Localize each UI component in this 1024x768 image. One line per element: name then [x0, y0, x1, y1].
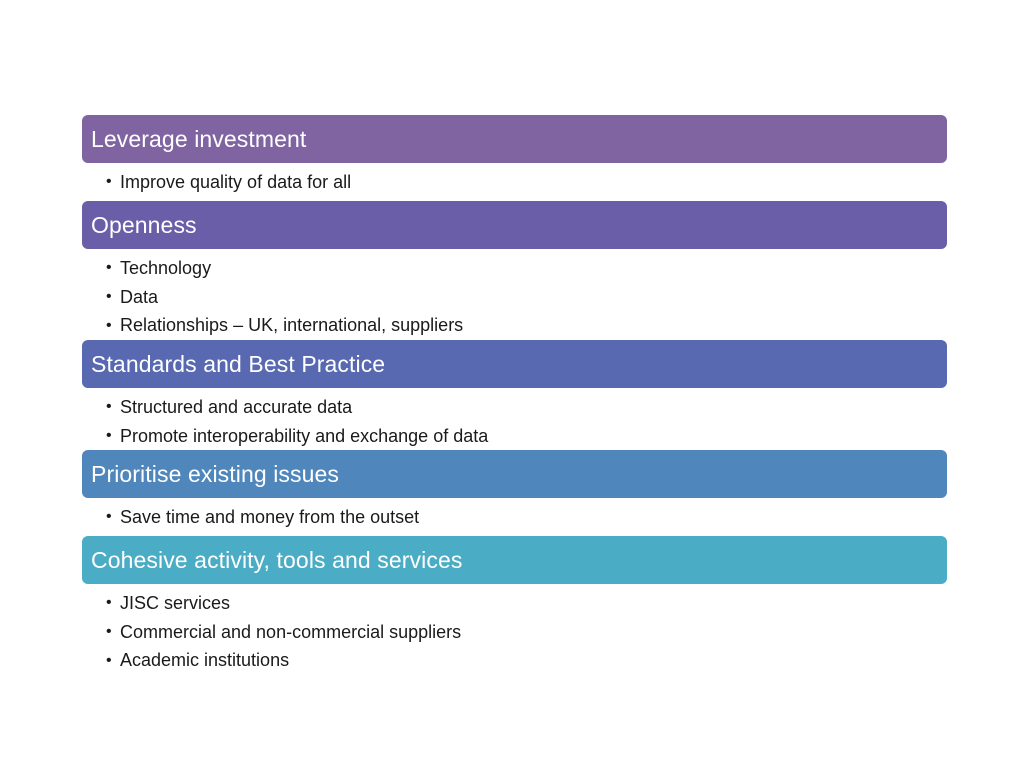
bullet-text: Structured and accurate data — [120, 396, 353, 417]
bullet-list: • JISC services • Commercial and non-com… — [82, 584, 947, 675]
bullet-item: • Promote interoperability and exchange … — [106, 422, 947, 451]
bullet-item: • JISC services — [106, 589, 947, 618]
bullet-text: Save time and money from the outset — [120, 506, 420, 527]
bullet-icon: • — [106, 623, 112, 641]
section-header: Leverage investment — [82, 115, 947, 163]
section-leverage-investment: Leverage investment • Improve quality of… — [82, 115, 947, 197]
bullet-item: • Save time and money from the outset — [106, 503, 947, 532]
bullet-item: • Academic institutions — [106, 646, 947, 675]
bullet-item: • Improve quality of data for all — [106, 168, 947, 197]
section-title: Standards and Best Practice — [91, 350, 386, 377]
bullet-icon: • — [106, 316, 112, 334]
bullet-item: • Structured and accurate data — [106, 393, 947, 422]
bullet-item: • Technology — [106, 254, 947, 283]
bullet-item: • Relationships – UK, international, sup… — [106, 311, 947, 340]
bullet-text: Academic institutions — [120, 650, 290, 671]
section-openness: Openness • Technology • Data • Relations… — [82, 201, 947, 340]
bullet-icon: • — [106, 259, 112, 277]
section-header: Cohesive activity, tools and services — [82, 536, 947, 584]
section-title: Openness — [91, 211, 197, 238]
section-title: Cohesive activity, tools and services — [91, 546, 463, 573]
bullet-icon: • — [106, 173, 112, 191]
bullet-list: • Technology • Data • Relationships – UK… — [82, 249, 947, 340]
section-header: Standards and Best Practice — [82, 340, 947, 388]
bullet-icon: • — [106, 594, 112, 612]
bullet-text: Commercial and non-commercial suppliers — [120, 621, 462, 642]
bullet-text: JISC services — [120, 592, 231, 613]
bullet-text: Improve quality of data for all — [120, 171, 352, 192]
bullet-text: Promote interoperability and exchange of… — [120, 425, 489, 446]
bullet-list: • Improve quality of data for all — [82, 163, 947, 197]
bullet-text: Data — [120, 286, 159, 307]
section-title: Prioritise existing issues — [91, 460, 340, 487]
section-header: Openness — [82, 201, 947, 249]
bullet-item: • Data — [106, 283, 947, 312]
bullet-list: • Save time and money from the outset — [82, 498, 947, 532]
bullet-text: Relationships – UK, international, suppl… — [120, 315, 464, 336]
bullet-icon: • — [106, 508, 112, 526]
bullet-list: • Structured and accurate data • Promote… — [82, 388, 947, 450]
section-standards-best-practice: Standards and Best Practice • Structured… — [82, 340, 947, 450]
section-prioritise-existing-issues: Prioritise existing issues • Save time a… — [82, 450, 947, 532]
bullet-item: • Commercial and non-commercial supplier… — [106, 618, 947, 647]
bullet-text: Technology — [120, 257, 212, 278]
bullet-icon: • — [106, 398, 112, 416]
section-cohesive-activity: Cohesive activity, tools and services • … — [82, 536, 947, 675]
bullet-icon: • — [106, 288, 112, 306]
bullet-icon: • — [106, 427, 112, 445]
bullet-icon: • — [106, 651, 112, 669]
section-header: Prioritise existing issues — [82, 450, 947, 498]
section-title: Leverage investment — [91, 125, 307, 152]
